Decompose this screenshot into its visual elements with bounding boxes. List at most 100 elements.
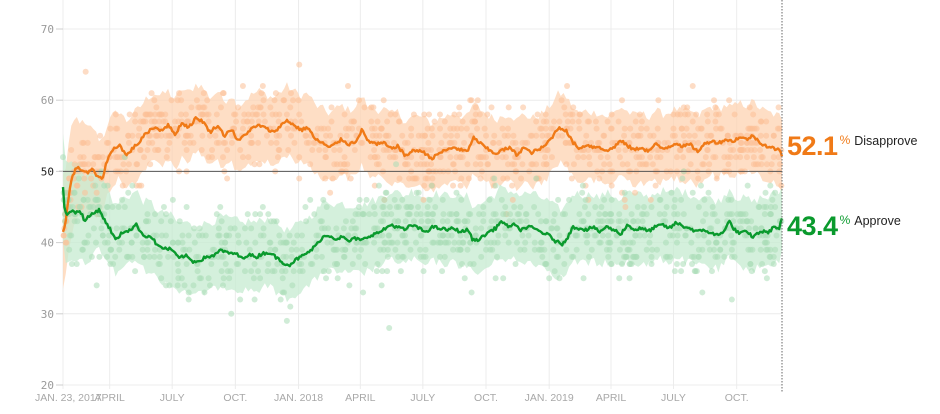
disapprove-poll-dot <box>704 118 711 125</box>
approve-poll-dot <box>662 253 669 260</box>
x-tick-label: JAN. 23, 2017 <box>35 392 102 404</box>
approve-poll-dot <box>628 260 635 267</box>
disapprove-poll-dot <box>758 161 765 168</box>
approve-poll-dot <box>195 253 202 260</box>
disapprove-poll-dot <box>374 118 381 125</box>
approve-poll-dot <box>688 239 695 246</box>
disapprove-poll-dot <box>378 125 385 132</box>
approve-poll-dot <box>128 239 135 246</box>
disapprove-poll-dot <box>534 111 541 118</box>
disapprove-poll-dot <box>369 132 376 139</box>
disapprove-poll-dot <box>713 111 720 118</box>
disapprove-poll-dot <box>586 154 593 161</box>
approve-poll-dot <box>264 268 271 275</box>
approve-poll-dot <box>289 282 296 289</box>
disapprove-poll-dot <box>153 104 160 111</box>
disapprove-poll-dot <box>504 175 511 182</box>
disapprove-poll-dot <box>647 154 654 161</box>
disapprove-poll-dot <box>708 132 715 139</box>
approve-poll-dot <box>772 204 779 210</box>
approve-poll-dot <box>143 239 150 246</box>
disapprove-poll-dot <box>222 139 229 146</box>
approve-poll-dot <box>92 182 99 189</box>
disapprove-poll-dot <box>753 125 760 132</box>
approve-poll-dot <box>288 253 295 260</box>
disapprove-poll-dot <box>505 104 512 111</box>
disapprove-poll-dot <box>491 132 498 139</box>
disapprove-poll-dot <box>626 139 633 146</box>
disapprove-poll-dot <box>135 132 142 139</box>
approve-poll-dot <box>389 239 396 246</box>
approve-poll-dot <box>109 204 116 210</box>
approve-poll-dot <box>246 246 253 253</box>
approve-poll-dot <box>169 196 176 203</box>
disapprove-poll-dot <box>465 175 472 182</box>
approve-poll-dot <box>689 189 696 196</box>
approve-poll-dot <box>222 260 229 267</box>
disapprove-poll-dot <box>456 111 463 118</box>
y-tick-label: 70 <box>41 23 54 36</box>
approve-poll-dot <box>250 275 257 282</box>
disapprove-poll-dot <box>608 111 615 118</box>
disapprove-poll-dot <box>459 118 466 125</box>
approve-poll-dot <box>260 232 267 239</box>
approve-poll-dot <box>191 239 198 246</box>
disapprove-poll-dot <box>770 154 777 161</box>
approve-poll-dot <box>144 211 151 218</box>
disapprove-poll-dot <box>632 118 639 125</box>
approve-poll-dot <box>241 268 248 275</box>
approve-poll-dot <box>621 189 628 196</box>
approve-poll-dot <box>601 211 608 218</box>
disapprove-poll-dot <box>367 154 374 161</box>
approve-poll-dot <box>286 232 293 239</box>
approve-poll-dot <box>598 204 605 210</box>
approve-poll-dot <box>328 239 335 246</box>
disapprove-poll-dot <box>396 118 403 125</box>
approve-poll-dot <box>476 211 483 218</box>
approve-poll-dot <box>458 196 465 203</box>
approve-poll-dot <box>523 218 530 225</box>
disapprove-poll-dot <box>233 118 240 125</box>
approve-poll-dot <box>170 253 177 260</box>
approve-poll-dot <box>255 268 262 275</box>
disapprove-poll-dot <box>468 97 475 104</box>
approve-poll-dot <box>235 232 242 239</box>
approve-poll-dot <box>76 204 83 210</box>
disapprove-poll-dot <box>429 175 436 182</box>
disapprove-poll-dot <box>778 182 785 189</box>
approve-poll-dot <box>671 268 678 275</box>
disapprove-poll-dot <box>84 139 91 146</box>
approve-poll-dot <box>425 218 432 225</box>
disapprove-poll-dot <box>657 154 664 161</box>
approve-poll-dot <box>307 196 314 203</box>
approve-poll-dot <box>673 260 680 267</box>
approve-poll-dot <box>556 275 563 282</box>
disapprove-poll-dot <box>490 139 497 146</box>
approve-poll-dot <box>103 253 110 260</box>
approve-poll-dot <box>747 246 754 253</box>
disapprove-poll-dot <box>355 97 362 104</box>
disapprove-poll-dot <box>81 189 88 196</box>
disapprove-poll-dot <box>504 161 511 168</box>
approve-poll-dot <box>517 204 524 210</box>
approve-poll-dot <box>113 225 120 232</box>
disapprove-poll-dot <box>81 175 88 182</box>
disapprove-poll-dot <box>260 97 267 104</box>
approve-poll-dot <box>155 260 162 267</box>
approve-poll-dot <box>296 260 303 267</box>
approve-poll-dot <box>608 196 615 203</box>
approve-poll-dot <box>654 246 661 253</box>
disapprove-poll-dot <box>422 175 429 182</box>
disapprove-poll-dot <box>737 139 744 146</box>
approve-poll-dot <box>770 260 777 267</box>
disapprove-poll-dot <box>461 139 468 146</box>
approve-poll-dot <box>146 253 153 260</box>
disapprove-poll-dot <box>329 175 336 182</box>
approve-poll-dot <box>276 232 283 239</box>
disapprove-poll-dot <box>616 154 623 161</box>
disapprove-poll-dot <box>737 154 744 161</box>
disapprove-poll-dot <box>451 111 458 118</box>
approve-poll-dot <box>649 246 656 253</box>
disapprove-poll-dot <box>235 104 242 111</box>
disapprove-poll-dot <box>276 147 283 154</box>
